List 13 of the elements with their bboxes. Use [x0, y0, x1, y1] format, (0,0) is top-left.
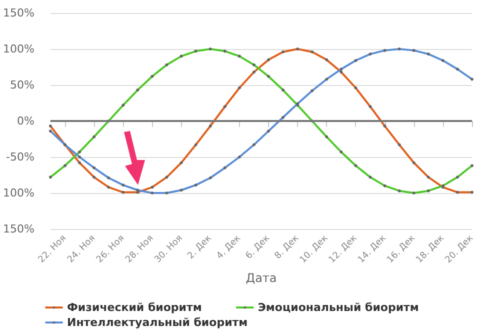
y-tick-label: 150% — [2, 6, 34, 20]
y-tick-label: 50% — [10, 78, 34, 92]
legend-label: Эмоциональный биоритм — [258, 301, 419, 314]
x-axis-title: Дата — [246, 271, 277, 286]
y-tick-label: 150% — [2, 222, 34, 236]
x-tick-label: 30. Ноя — [153, 233, 185, 266]
y-tick-label: 0% — [16, 114, 34, 128]
y-tick-label: 100% — [2, 186, 34, 200]
y-tick-label: -50% — [6, 150, 34, 164]
legend-label: Физический биоритм — [67, 301, 202, 314]
x-tick-label: 28. Ноя — [124, 233, 156, 266]
y-tick-label: 100% — [2, 42, 34, 56]
legend-label: Интеллектуальный биоритм — [67, 316, 248, 329]
